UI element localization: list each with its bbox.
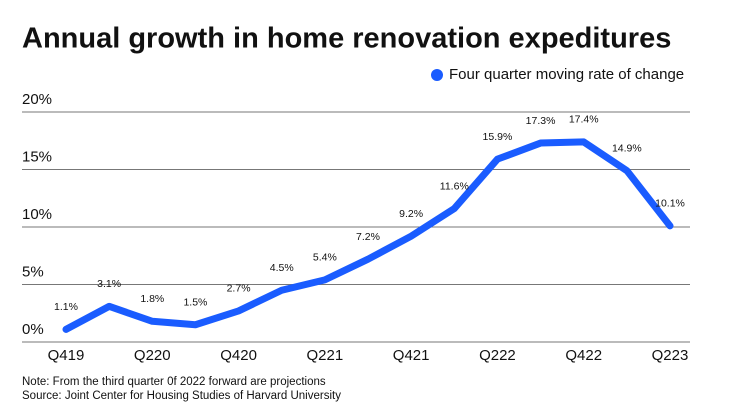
x-tick-label: Q419	[48, 347, 85, 364]
line	[62, 138, 674, 333]
data-label: 11.6%	[440, 180, 469, 192]
data-label: 14.9%	[612, 142, 642, 154]
data-label: 1.5%	[183, 297, 207, 309]
data-label: 1.8%	[140, 293, 164, 305]
data-label: 17.4%	[569, 114, 599, 126]
x-tick-label: Q220	[134, 347, 171, 364]
y-tick-label: 10%	[22, 206, 52, 223]
data-label: 7.2%	[356, 231, 380, 243]
x-tick-label: Q422	[565, 347, 602, 364]
note: Source: Joint Center for Housing Studies…	[22, 390, 341, 402]
data-label: 9.2%	[399, 208, 423, 220]
x-tick-label: Q222	[479, 347, 516, 364]
y-tick-label: 20%	[22, 91, 52, 108]
data-label: 3.1%	[97, 278, 121, 290]
data-label: 2.7%	[227, 283, 251, 295]
x-tick-label: Q221	[307, 347, 344, 364]
data-label: 1.1%	[54, 301, 78, 313]
data-label: 5.4%	[313, 252, 337, 264]
x-tick-label: Q420	[220, 347, 257, 364]
data-label: 10.1%	[655, 198, 685, 210]
x-tick-label: Q223	[652, 347, 689, 364]
y-tick-label: 15%	[22, 148, 52, 165]
data-label: 17.3%	[526, 115, 556, 127]
data-label: 15.9%	[483, 131, 513, 143]
y-tick-label: 0%	[22, 321, 44, 338]
note: Note: From the third quarter 0f 2022 for…	[22, 376, 326, 388]
data-label: 4.5%	[270, 262, 294, 274]
legend-marker	[431, 69, 443, 81]
y-tick-label: 5%	[22, 263, 44, 280]
legend-label: Four quarter moving rate of change	[449, 66, 684, 83]
x-tick-label: Q421	[393, 347, 430, 364]
chart-title: Annual growth in home renovation expedit…	[22, 23, 671, 55]
